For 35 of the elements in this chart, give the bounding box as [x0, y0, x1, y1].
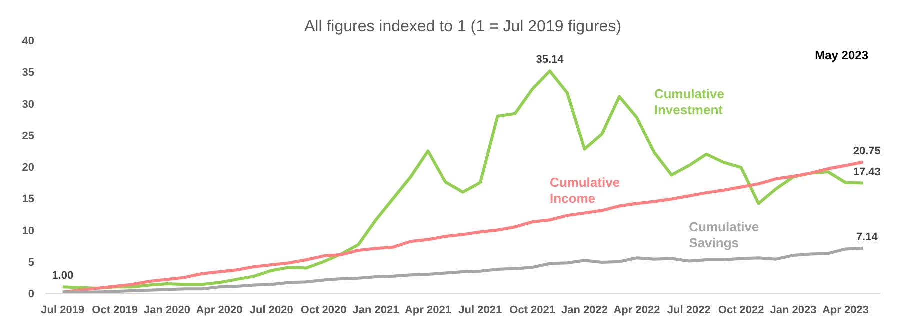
x-tick-label: Apr 2023 — [822, 304, 869, 316]
x-tick-label: Oct 2019 — [92, 304, 138, 316]
y-tick-label: 0 — [28, 288, 35, 300]
x-tick-label: Oct 2022 — [718, 304, 764, 316]
x-tick-label: Jul 2020 — [250, 304, 294, 316]
data-label: 17.43 — [853, 166, 881, 178]
x-tick-label: Jul 2022 — [667, 304, 711, 316]
y-tick-label: 15 — [22, 194, 35, 206]
data-label: 20.75 — [853, 145, 881, 158]
x-tick-label: Oct 2020 — [300, 304, 347, 316]
x-tick-label: Jul 2021 — [458, 304, 502, 316]
y-tick-label: 10 — [22, 225, 35, 238]
y-tick-label: 30 — [22, 98, 35, 111]
data-label: 1.00 — [52, 270, 74, 282]
y-tick-label: 5 — [28, 256, 35, 269]
x-tick-label: Apr 2022 — [614, 304, 660, 316]
x-tick-label: Jan 2021 — [352, 304, 400, 316]
series-label: Cumulative Income — [550, 175, 620, 206]
y-tick-label: 25 — [22, 130, 35, 142]
y-tick-label: 35 — [22, 67, 35, 80]
x-tick-label: Apr 2021 — [404, 304, 452, 316]
chart-title: All figures indexed to 1 (1 = Jul 2019 figures) — [304, 18, 622, 36]
series-label: Cumulative Savings — [689, 219, 760, 250]
x-tick-label: Jan 2020 — [144, 304, 191, 316]
x-tick-label: Apr 2020 — [196, 304, 243, 316]
y-tick-label: 40 — [22, 36, 35, 48]
data-label: 7.14 — [856, 231, 879, 244]
data-label: 35.14 — [536, 54, 565, 66]
series-label: Cumulative Investment — [654, 86, 724, 118]
x-tick-label: Jan 2023 — [770, 304, 817, 316]
annotation: May 2023 — [815, 48, 869, 62]
x-tick-label: Jan 2022 — [562, 304, 608, 316]
x-tick-label: Oct 2021 — [510, 304, 556, 316]
y-tick-label: 20 — [22, 162, 35, 174]
x-tick-label: Jul 2019 — [41, 304, 85, 316]
